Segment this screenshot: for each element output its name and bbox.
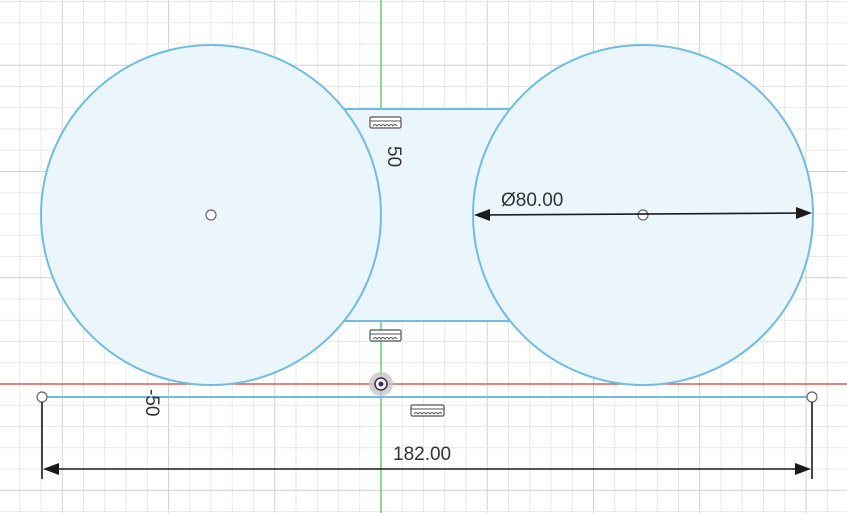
right-circle-center-point[interactable]	[637, 209, 649, 221]
left-circle-center-point[interactable]	[205, 209, 217, 221]
width-dimension[interactable]: 182.00	[41, 402, 813, 479]
base-line-end-point[interactable]	[806, 391, 818, 403]
base-line-start-point[interactable]	[36, 391, 48, 403]
diameter-dimension-label[interactable]: Ø80.00	[501, 190, 563, 211]
horizontal-constraint-icon[interactable]	[369, 329, 402, 342]
horizontal-constraint-icon[interactable]	[410, 404, 445, 417]
sketch-origin-icon[interactable]	[369, 372, 393, 396]
width-dimension-label[interactable]: 182.00	[393, 444, 451, 465]
vertical-distance-label[interactable]: 50	[383, 146, 404, 167]
diameter-dimension[interactable]: Ø80.00	[474, 190, 812, 221]
horizontal-constraint-icon[interactable]	[369, 116, 402, 129]
offset-distance-label[interactable]: -50	[141, 389, 162, 416]
